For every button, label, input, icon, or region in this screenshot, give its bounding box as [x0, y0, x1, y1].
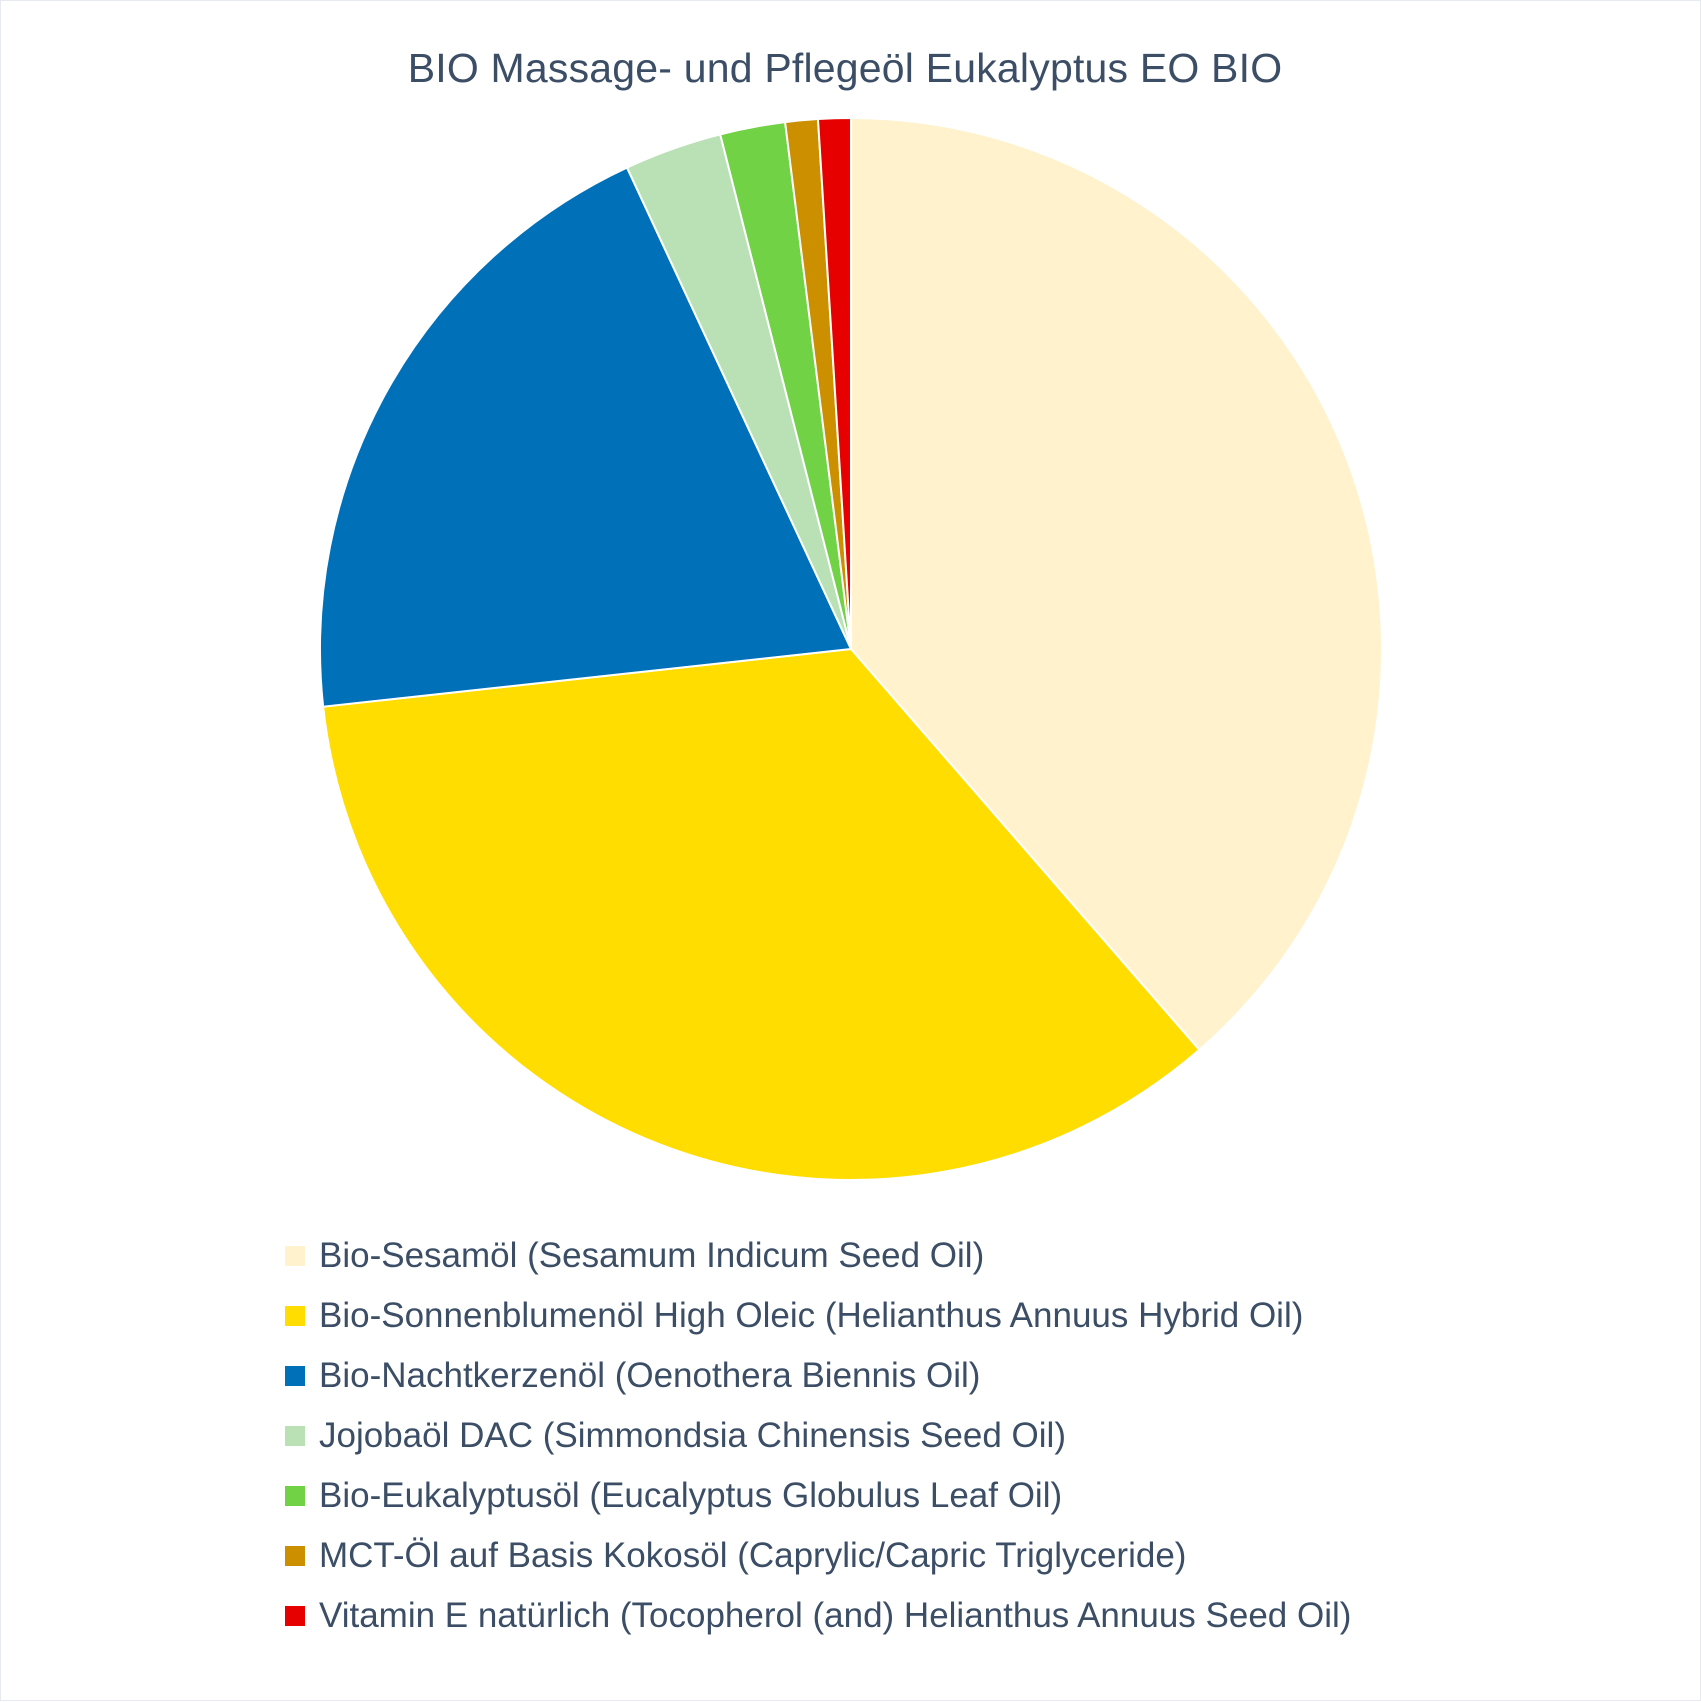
legend-label: MCT-Öl auf Basis Kokosöl (Caprylic/Capri…: [319, 1536, 1187, 1575]
pie-slice-1: [850, 116, 1384, 1052]
pie-slices: [318, 116, 1384, 1182]
legend-item: MCT-Öl auf Basis Kokosöl (Caprylic/Capri…: [285, 1526, 1351, 1586]
pie-slice-2: [322, 647, 1201, 1182]
legend-swatch: [285, 1426, 305, 1446]
legend-label: Bio-Sesamöl (Sesamum Indicum Seed Oil): [319, 1236, 985, 1275]
legend-item: Vitamin E natürlich (Tocopherol (and) He…: [285, 1586, 1351, 1646]
legend-swatch: [285, 1366, 305, 1386]
legend-swatch: [285, 1606, 305, 1626]
legend-label: Vitamin E natürlich (Tocopherol (and) He…: [319, 1596, 1352, 1635]
legend-item: Jojobaöl DAC (Simmondsia Chinensis Seed …: [285, 1406, 1351, 1466]
legend-item: Bio-Eukalyptusöl (Eucalyptus Globulus Le…: [285, 1466, 1351, 1526]
legend-item: Bio-Nachtkerzenöl (Oenothera Biennis Oil…: [285, 1346, 1351, 1406]
legend-label: Jojobaöl DAC (Simmondsia Chinensis Seed …: [319, 1416, 1066, 1455]
legend-label: Bio-Sonnenblumenöl High Oleic (Helianthu…: [319, 1296, 1304, 1335]
legend-swatch: [285, 1306, 305, 1326]
pie-slice-3: [318, 166, 853, 708]
chart-title: BIO Massage- und Pflegeöl Eukalyptus EO …: [407, 45, 1283, 91]
legend-swatch: [285, 1486, 305, 1506]
legend-swatch: [285, 1546, 305, 1566]
legend-label: Bio-Eukalyptusöl (Eucalyptus Globulus Le…: [319, 1476, 1063, 1515]
legend-item: Bio-Sonnenblumenöl High Oleic (Helianthu…: [285, 1286, 1351, 1346]
legend-swatch: [285, 1246, 305, 1266]
legend-item: Bio-Sesamöl (Sesamum Indicum Seed Oil): [285, 1226, 1351, 1286]
pie-slice-7: [816, 116, 852, 650]
legend: Bio-Sesamöl (Sesamum Indicum Seed Oil) B…: [285, 1226, 1351, 1646]
legend-label: Bio-Nachtkerzenöl (Oenothera Biennis Oil…: [319, 1356, 981, 1395]
